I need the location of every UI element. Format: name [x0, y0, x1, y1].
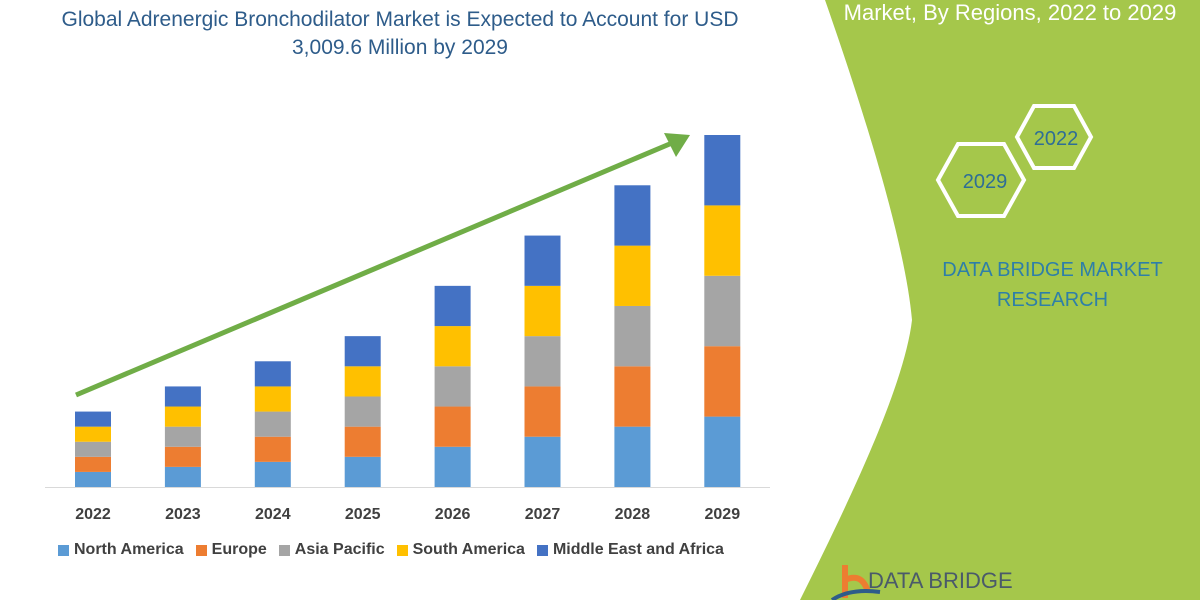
bar-segment-2022-europe — [75, 456, 111, 472]
x-tick-label: 2028 — [615, 506, 651, 523]
trend-arrow-head-icon — [664, 133, 690, 157]
bar-segment-2023-north-america — [164, 466, 201, 487]
bar-segment-2027-south-america — [524, 285, 561, 337]
bar-segment-2026-south-america — [434, 326, 471, 367]
hex-2029-label: 2029 — [963, 171, 1008, 193]
legend-label: Middle East and Africa — [552, 541, 724, 558]
bar-segment-2025-north-america — [344, 456, 381, 487]
legend-label: North America — [74, 541, 184, 558]
legend: North America Europe Asia Pacific South Ame… — [58, 541, 724, 559]
legend-item: South America — [396, 541, 525, 559]
bar-segment-2026-north-america — [434, 446, 471, 487]
bar-segment-2025-middle-east-and-africa — [344, 336, 381, 367]
bar-segment-2022-south-america — [75, 426, 111, 442]
x-tick-label: 2026 — [435, 506, 471, 523]
bar-segment-2025-europe — [344, 426, 381, 457]
bar-segment-2024-europe — [254, 436, 291, 462]
x-tick-label: 2029 — [705, 506, 741, 523]
legend-item: Europe — [195, 541, 267, 559]
bar-segment-2029-europe — [704, 346, 741, 417]
logo-icon — [830, 565, 881, 600]
bar-segment-2026-middle-east-and-africa — [434, 285, 471, 327]
bar-segment-2023-asia-pacific — [164, 426, 201, 447]
bar-segment-2023-middle-east-and-africa — [164, 386, 201, 407]
bar-segment-2027-north-america — [524, 436, 561, 487]
legend-swatch — [195, 544, 207, 556]
bar-segment-2022-north-america — [75, 471, 111, 487]
legend-swatch — [396, 544, 408, 556]
legend-item: Middle East and Africa — [536, 541, 724, 559]
legend-swatch — [278, 544, 290, 556]
x-tick-label: 2024 — [255, 506, 291, 523]
stacked-bar-chart: 2022 2023 2024 2025 2026 2027 2028 2029 — [45, 133, 770, 523]
bar-segment-2028-europe — [614, 366, 651, 427]
bar-segment-2029-north-america — [704, 416, 741, 487]
hex-2029: 2029 — [935, 142, 1027, 218]
bar-segment-2025-south-america — [344, 366, 381, 397]
x-tick-label: 2027 — [525, 506, 561, 523]
bar-segment-2027-europe — [524, 386, 561, 437]
bar-segment-2024-asia-pacific — [254, 411, 291, 437]
bar-segment-2027-asia-pacific — [524, 336, 561, 387]
bar-segment-2028-north-america — [614, 426, 651, 487]
green-panel-shape — [800, 0, 1200, 600]
legend-label: South America — [412, 541, 525, 558]
bar-segment-2027-middle-east-and-africa — [524, 235, 561, 286]
logo-text: DATA BRIDGE — [868, 568, 1013, 593]
legend-swatch — [58, 544, 69, 556]
panel-title: Market, By Regions, 2022 to 2029 — [843, 0, 1177, 25]
x-tick-label: 2023 — [165, 506, 201, 523]
legend-item: Asia Pacific — [278, 541, 385, 559]
x-tick-label: 2025 — [345, 506, 381, 523]
legend-label: Europe — [211, 541, 267, 558]
trend-arrow-line — [75, 140, 673, 398]
bar-segment-2023-south-america — [164, 406, 201, 427]
legend-label: Asia Pacific — [294, 541, 385, 558]
bar-segment-2024-middle-east-and-africa — [254, 361, 291, 387]
bar-segment-2022-middle-east-and-africa — [75, 411, 111, 427]
brand-text: DATA BRIDGE MARKET RESEARCH — [942, 259, 1163, 311]
bar-segment-2028-south-america — [614, 245, 651, 306]
hex-2022: 2022 — [1014, 104, 1094, 170]
bar-segment-2029-south-america — [704, 205, 741, 276]
chart-title: Global Adrenergic Bronchodilator Market … — [61, 8, 739, 59]
bar-segment-2024-north-america — [254, 461, 291, 487]
bar-segment-2026-asia-pacific — [434, 366, 471, 407]
bar-segment-2024-south-america — [254, 386, 291, 412]
bar-segment-2026-europe — [434, 406, 471, 447]
bar-segment-2023-europe — [164, 446, 201, 467]
bar-segment-2025-asia-pacific — [344, 396, 381, 427]
legend-item: North America — [58, 541, 184, 559]
bar-segment-2029-asia-pacific — [704, 275, 741, 347]
bar-segment-2029-middle-east-and-africa — [704, 135, 741, 206]
bar-segment-2028-middle-east-and-africa — [614, 185, 651, 246]
x-tick-label: 2022 — [75, 506, 111, 523]
hex-2022-label: 2022 — [1034, 128, 1079, 150]
bar-segment-2028-asia-pacific — [614, 305, 651, 367]
bar-segment-2022-asia-pacific — [75, 441, 111, 457]
legend-swatch — [536, 544, 548, 556]
